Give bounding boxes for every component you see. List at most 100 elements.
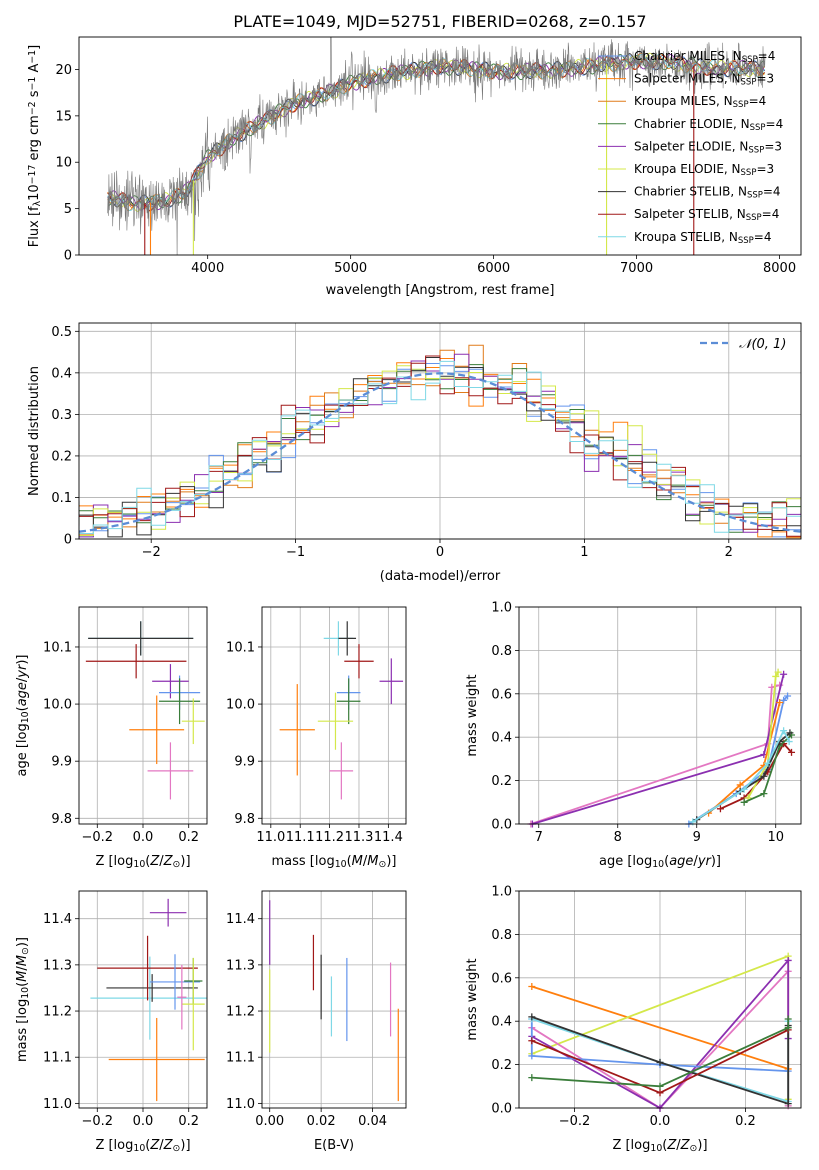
weight-marker [656, 1082, 664, 1090]
weight-marker [740, 798, 748, 806]
weight-marker [760, 772, 768, 780]
x-tick-label: 0.0 [133, 1114, 154, 1129]
weight-marker [784, 1024, 792, 1032]
x-tick-label: 7000 [620, 261, 653, 276]
model-spectra [107, 37, 766, 255]
weight-line [531, 985, 789, 1070]
y-axis-label: age [log10(age/yr)] [15, 654, 31, 776]
grid [262, 607, 406, 824]
x-axis-label: E(B-V) [314, 1138, 354, 1153]
x-axis-label: Z [log10(Z/Z⊙)] [95, 854, 190, 870]
grid [519, 606, 801, 825]
x-tick-label: 0 [436, 545, 444, 560]
x-tick-label: 11.3 [345, 830, 374, 845]
x-axis-label: age [log10(age/yr)] [599, 854, 721, 870]
x-tick-label: −2 [142, 545, 161, 560]
y-tick-label: 0.2 [51, 449, 72, 464]
weight-marker [786, 729, 794, 737]
x-tick-label: 0.02 [307, 1114, 336, 1129]
error-bars [90, 898, 207, 1102]
legend-label: Kroupa MILES, NSSP=4 [634, 94, 766, 110]
weight-marker [656, 1089, 664, 1097]
axes-frame [261, 890, 407, 1109]
legend-label: Kroupa STELIB, NSSP=4 [634, 230, 772, 246]
axes-frame [78, 890, 208, 1109]
y-tick-label: 10.1 [226, 640, 255, 655]
y-tick-label: 20 [55, 63, 72, 78]
y-tick-label: 11.1 [226, 1051, 255, 1066]
y-tick-label: 11.4 [226, 912, 255, 927]
x-tick-label: 8 [614, 830, 622, 845]
x-axis-label: wavelength [Angstrom, rest frame] [326, 283, 555, 298]
x-tick-label: 0.00 [255, 1114, 284, 1129]
spectrum-panel: 4000 5000 6000 7000 8000 0 5 10 15 20 Flux [fλ10−1… [27, 36, 802, 298]
weight-marker [784, 1015, 792, 1023]
y-axis-label: mass weight [465, 958, 480, 1040]
weight-marker [774, 668, 782, 676]
x-tick-label: −0.2 [559, 1114, 591, 1129]
weight-marker [528, 1013, 536, 1021]
x-tick-label: 4000 [191, 261, 224, 276]
weight-line [692, 728, 790, 823]
error-bars [279, 621, 404, 800]
x-tick-label: 2 [725, 545, 733, 560]
weight-marker [764, 759, 772, 767]
y-tick-label: 0.0 [491, 818, 512, 833]
x-tick-label: 11.2 [315, 830, 344, 845]
y-tick-label: 0.1 [51, 491, 72, 506]
weight-marker [740, 785, 748, 793]
axes-frame [78, 36, 802, 256]
weight-marker [780, 727, 788, 735]
x-tick-label: 10 [767, 830, 784, 845]
weight-marker [784, 692, 792, 700]
y-tick-label: 11.1 [43, 1051, 72, 1066]
y-axis-label: Normed distribution [27, 366, 42, 496]
mass-weight-vs-metallicity-panel: −0.2 0.0 0.2 0.0 0.2 0.4 0.6 0.8 1.0 mass weight Z… [465, 885, 802, 1154]
x-tick-label: 11.0 [256, 830, 285, 845]
legend-label: Kroupa ELODIE, NSSP=3 [634, 162, 774, 178]
normal-curve [79, 372, 801, 533]
y-axis-label: mass weight [465, 674, 480, 756]
weight-marker [736, 781, 744, 789]
y-tick-label: 0.6 [491, 687, 512, 702]
x-tick-label: 1 [580, 545, 588, 560]
histograms [79, 344, 801, 539]
age-vs-metallicity-panel: −0.2 0.0 0.2 9.8 9.9 10.0 10.1 Z [log10(Z/Z⊙)] a… [15, 606, 208, 870]
y-tick-label: 0 [64, 249, 72, 264]
x-tick-label: −0.2 [81, 1114, 113, 1129]
y-tick-label: 9.9 [51, 755, 72, 770]
y-tick-label: 9.9 [234, 755, 255, 770]
y-tick-label: 5 [64, 202, 72, 217]
y-tick-label: 0.2 [491, 1058, 512, 1073]
legend-label: Chabrier MILES, NSSP=4 [634, 49, 775, 65]
weight-marker [528, 982, 536, 990]
y-tick-label: 0.4 [491, 731, 512, 746]
y-tick-label: 11.2 [43, 1005, 72, 1020]
weight-marker [784, 956, 792, 964]
y-tick-label: 9.8 [51, 812, 72, 827]
legend-label: Salpeter MILES, NSSP=3 [634, 72, 774, 88]
y-tick-label: 0.3 [51, 408, 72, 423]
weight-marker [716, 805, 724, 813]
error-bars [269, 900, 399, 1102]
observed-spectrum-line [107, 37, 766, 255]
y-tick-label: 0.4 [491, 1015, 512, 1030]
weight-marker [780, 670, 788, 678]
x-tick-label: 8000 [763, 261, 796, 276]
residual-histogram-panel: −2 −1 0 1 2 0 0.1 0.2 0.3 0.4 0.5 (data-model)/erro… [27, 322, 802, 584]
weight-line [708, 702, 781, 814]
mass-weight-vs-age-panel: 7 8 9 10 0.0 0.2 0.4 0.6 0.8 1.0 mass weight age [l… [465, 601, 802, 870]
y-tick-label: 0.4 [51, 366, 72, 381]
error-bars [85, 621, 205, 800]
y-tick-label: 9.8 [234, 812, 255, 827]
grid [79, 891, 207, 1108]
x-tick-label: 0.0 [650, 1114, 671, 1129]
mass-vs-ebv-panel: 0.00 0.02 0.04 11.0 11.1 11.2 11.3 11.4 E(B-V) [226, 890, 407, 1153]
weight-marker [528, 1074, 536, 1082]
y-tick-label: 15 [55, 109, 72, 124]
x-tick-label: 0.04 [358, 1114, 387, 1129]
legend: Chabrier MILES, NSSP=4 Salpeter MILES, NS… [598, 49, 783, 246]
y-tick-label: 11.3 [226, 958, 255, 973]
y-axis-label: Flux [fλ10−17 erg cm−2 s−1 A−1] [27, 45, 43, 247]
